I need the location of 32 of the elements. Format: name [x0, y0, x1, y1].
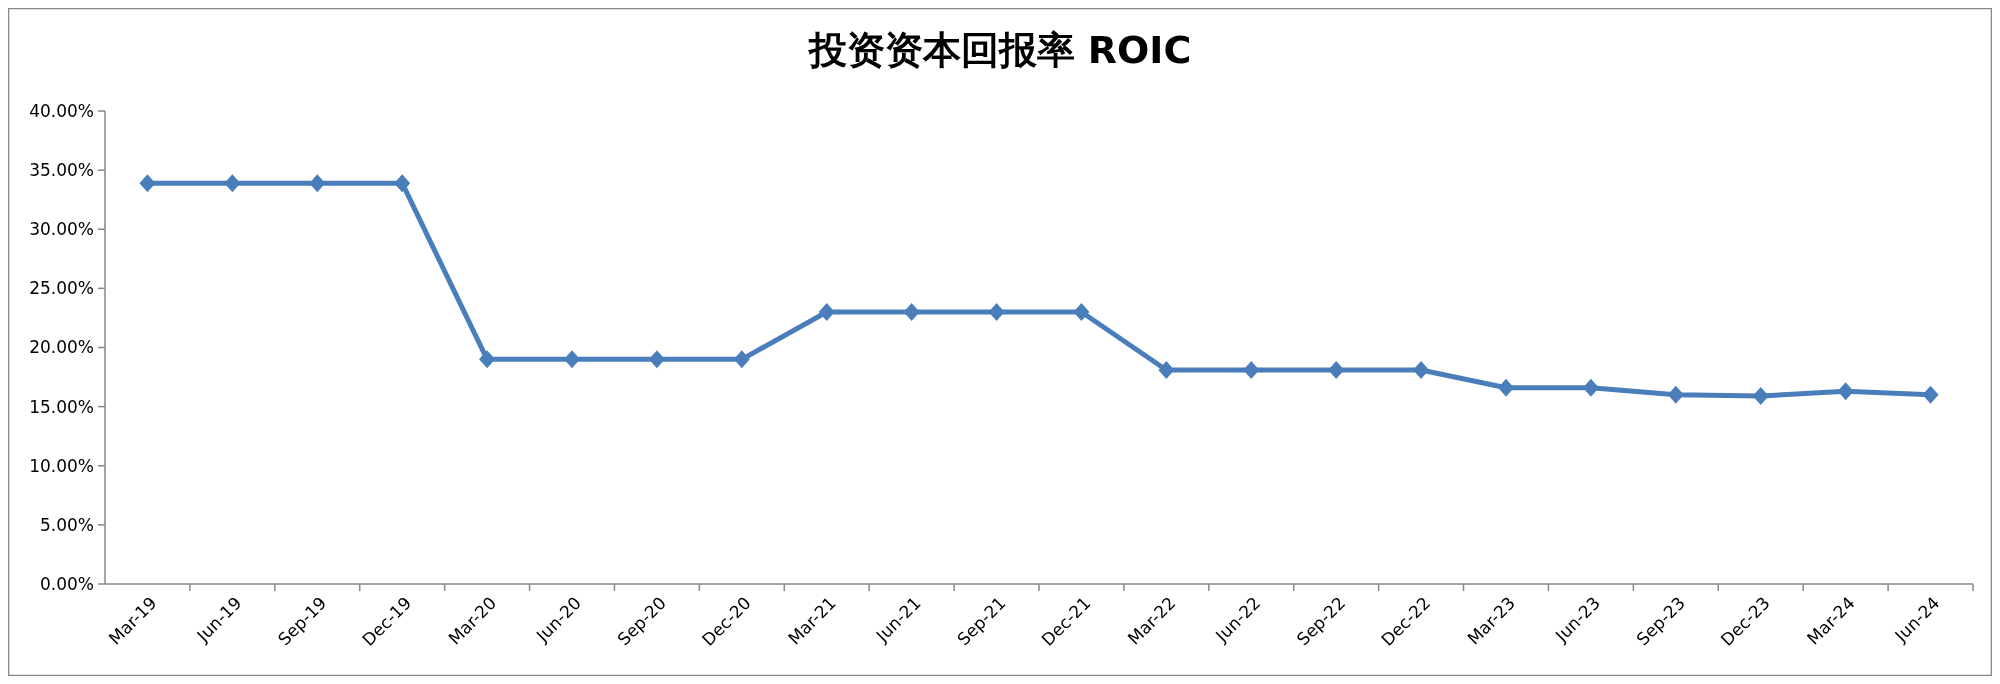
point [1667, 385, 1684, 404]
y-tick-label: 40.00% [29, 100, 94, 121]
y-tick-label: 35.00% [29, 160, 94, 181]
y-tick-label: 10.00% [29, 455, 94, 476]
point [988, 303, 1005, 322]
point [648, 350, 665, 369]
point [1582, 378, 1599, 397]
point [1243, 360, 1260, 379]
point [479, 350, 496, 369]
point [394, 174, 411, 193]
point [903, 303, 920, 322]
y-tick-label: 20.00% [29, 337, 94, 358]
chart-title: 投资资本回报率 ROIC [806, 28, 1192, 72]
y-tick-label: 0.00% [39, 573, 94, 594]
y-tick-label: 15.00% [29, 396, 94, 417]
point [1328, 360, 1345, 379]
point [224, 174, 241, 193]
point [1922, 385, 1939, 404]
point [1752, 386, 1769, 405]
point [1073, 303, 1090, 322]
y-tick-label: 30.00% [29, 219, 94, 240]
point [564, 350, 580, 369]
point [1837, 382, 1854, 401]
point [1498, 378, 1514, 397]
y-tick-label: 5.00% [39, 514, 94, 535]
point [1413, 360, 1430, 379]
point [733, 350, 750, 369]
y-tick-label: 25.00% [29, 278, 94, 299]
point [309, 174, 326, 193]
point [1158, 360, 1175, 379]
point [139, 174, 156, 193]
point [818, 303, 835, 322]
